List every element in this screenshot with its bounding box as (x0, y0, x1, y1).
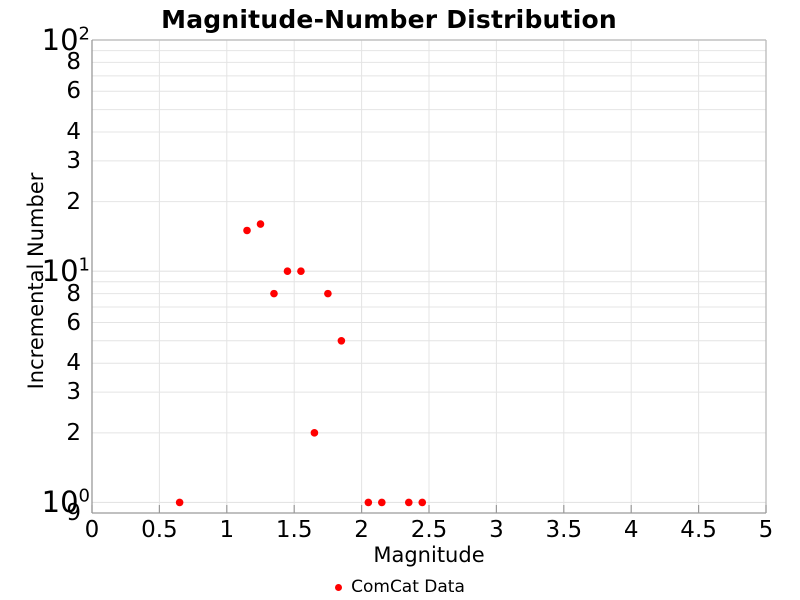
y-tick-label: 6 (66, 78, 81, 105)
x-tick-label: 1 (219, 517, 235, 543)
data-point (364, 498, 373, 507)
y-tick-label: 101 (41, 254, 90, 289)
x-tick-label: 2 (354, 517, 369, 543)
y-axis-label: Incremental Number (24, 172, 48, 390)
data-point (283, 267, 292, 276)
data-point (297, 267, 305, 276)
data-point (418, 498, 427, 507)
data-point (310, 429, 319, 437)
y-tick-label: 6 (66, 309, 81, 336)
y-tick-label: 2 (66, 188, 81, 215)
y-tick-label: 4 (66, 350, 81, 377)
x-tick-label: 3.5 (545, 517, 583, 543)
y-tick-label: 9 (66, 500, 81, 526)
y-tick-label: 3 (66, 379, 81, 406)
x-axis-label: Magnitude (373, 543, 485, 567)
x-tick-label: 2.5 (410, 517, 448, 543)
x-tick-label: 3 (489, 517, 504, 543)
data-point (404, 498, 413, 507)
data-point (270, 289, 278, 298)
chart-title: Magnitude-Number Distribution (161, 5, 617, 34)
y-tick-label: 8 (66, 49, 81, 76)
y-tick-label: 4 (66, 119, 81, 145)
y-tick-label: 2 (66, 419, 81, 446)
legend-marker-icon (335, 583, 343, 591)
data-point (256, 220, 265, 228)
y-tick-label: 3 (66, 147, 81, 174)
legend-label: ComCat Data (351, 577, 465, 597)
x-tick-label: 0 (84, 517, 100, 543)
x-tick-label: 4.5 (680, 517, 717, 543)
y-tick-label: 102 (41, 23, 90, 57)
data-point (378, 498, 386, 507)
legend: ComCat Data (0, 576, 800, 598)
y-tick-label: 100 (41, 485, 90, 520)
data-point (324, 289, 332, 298)
data-point (175, 498, 184, 507)
data-point (337, 337, 346, 345)
x-tick-label: 0.5 (141, 517, 178, 543)
x-tick-label: 5 (758, 517, 774, 543)
x-tick-label: 4 (623, 517, 639, 543)
x-tick-label: 1.5 (275, 517, 313, 543)
y-tick-label: 8 (66, 280, 81, 307)
data-point (243, 226, 251, 235)
